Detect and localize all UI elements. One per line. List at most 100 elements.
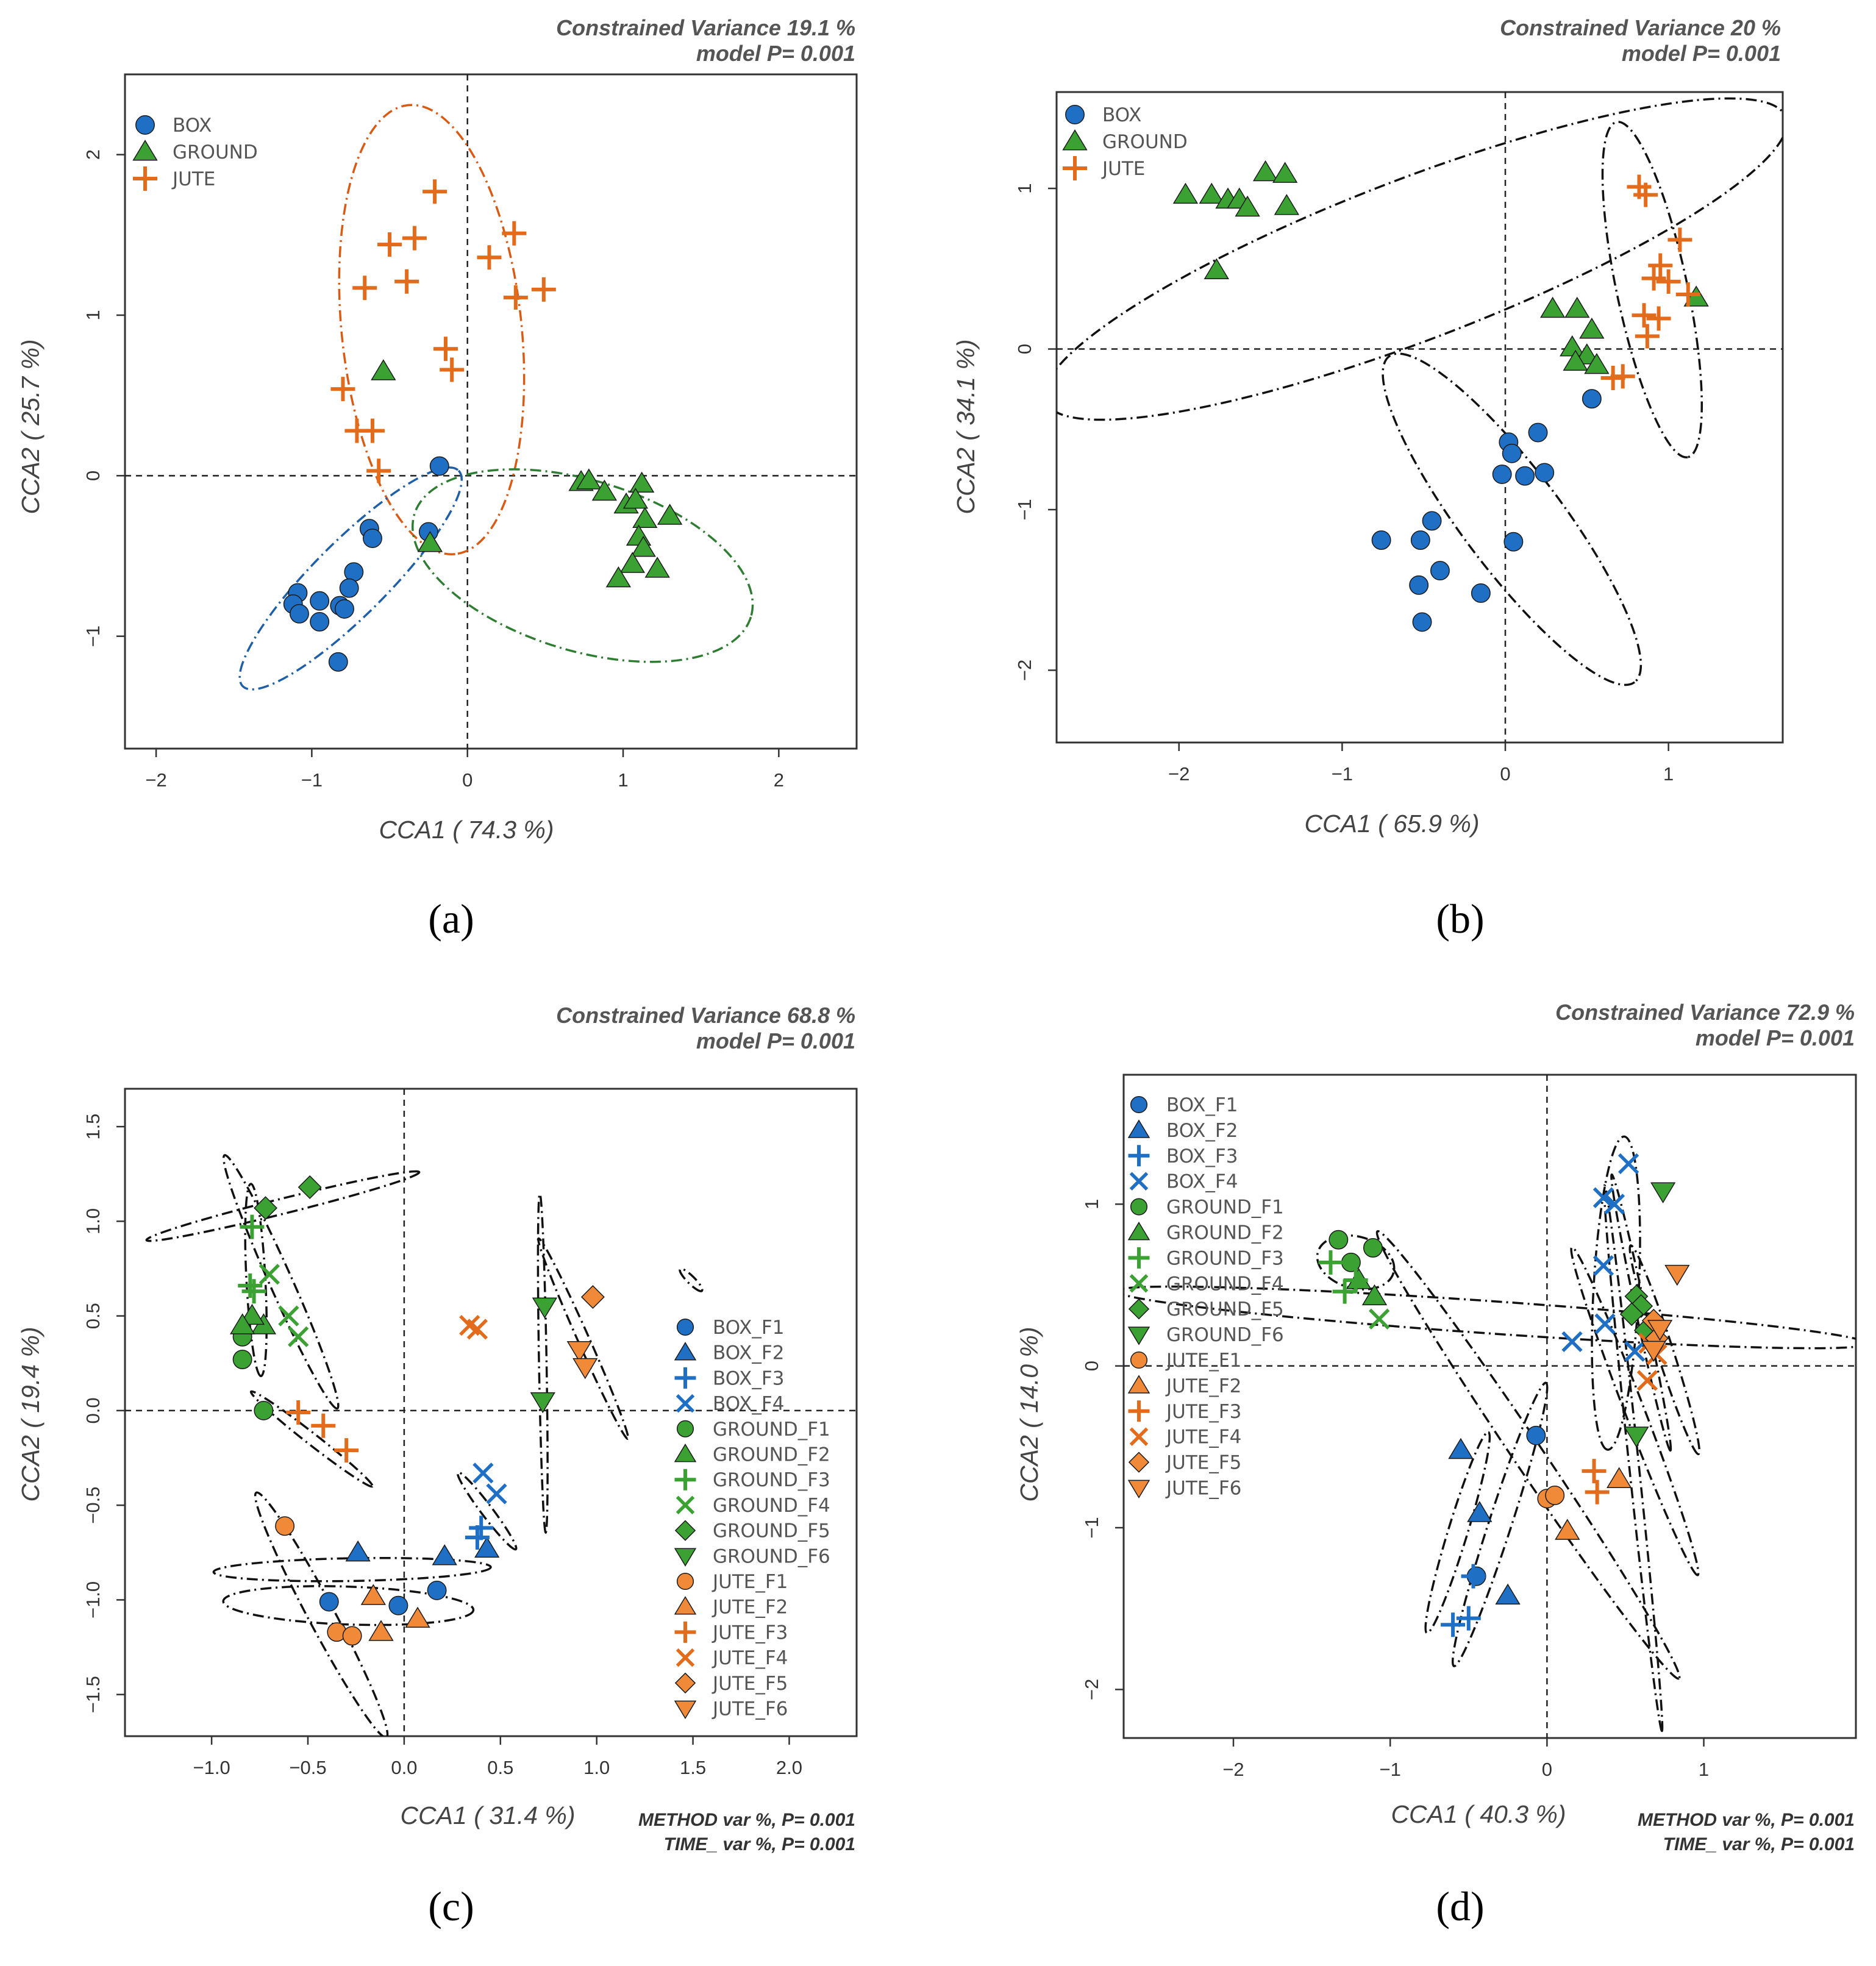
point-jute-f4 bbox=[1636, 1370, 1658, 1391]
legend-label-ground-f6: GROUND_F6 bbox=[713, 1545, 830, 1567]
legend-label-ground-f4: GROUND_F4 bbox=[713, 1495, 830, 1517]
point-box bbox=[1471, 583, 1491, 603]
point-ground bbox=[1252, 160, 1279, 182]
legend-label-jute-f2: JUTE_F2 bbox=[1165, 1375, 1241, 1397]
legend-label-box-f1: BOX_F1 bbox=[1166, 1094, 1238, 1116]
point-ground-f1 bbox=[232, 1350, 252, 1370]
constrained-variance-label: Constrained Variance 72.9 % bbox=[1555, 1000, 1855, 1025]
legend-marker-jute-f2 bbox=[674, 1596, 697, 1615]
point-jute bbox=[502, 221, 527, 246]
point-ground-f1 bbox=[1363, 1238, 1383, 1258]
legend-marker-ground-f1 bbox=[1130, 1198, 1148, 1216]
legend-label-ground-f3: GROUND_F3 bbox=[1166, 1247, 1284, 1269]
point-jute-f2 bbox=[1555, 1519, 1580, 1540]
point-ground-f4 bbox=[278, 1305, 299, 1327]
legend-marker-box bbox=[135, 115, 155, 135]
point-box-f3 bbox=[465, 1525, 490, 1550]
plot-frame bbox=[1122, 1074, 1857, 1739]
y-axis-label: CCA2 ( 34.1 %) bbox=[952, 339, 980, 514]
y-tick-label: −2 bbox=[1014, 660, 1035, 681]
point-jute bbox=[1641, 266, 1666, 291]
x-tick-label: 0 bbox=[1500, 763, 1510, 785]
x-axis-label: CCA1 ( 40.3 %) bbox=[1391, 1800, 1566, 1828]
x-axis-label: CCA1 ( 31.4 %) bbox=[400, 1801, 575, 1829]
panel-caption: (c) bbox=[428, 1883, 474, 1929]
x-tick-label: −1 bbox=[1332, 763, 1353, 785]
legend-label-box-f3: BOX_F3 bbox=[1166, 1145, 1238, 1167]
point-ground-f5 bbox=[254, 1196, 277, 1220]
y-tick-label: −1 bbox=[1081, 1517, 1102, 1538]
legend-marker-box-f3 bbox=[1128, 1145, 1150, 1167]
point-jute-f6 bbox=[1664, 1264, 1690, 1286]
legend-label-ground-f3: GROUND_F3 bbox=[713, 1469, 830, 1491]
point-ground-f5 bbox=[1629, 1294, 1653, 1318]
legend-label-box-f3: BOX_F3 bbox=[713, 1367, 784, 1389]
legend-marker-ground-f6 bbox=[1127, 1327, 1150, 1345]
point-box-f4 bbox=[1603, 1194, 1625, 1215]
legend-marker-jute-f5 bbox=[674, 1672, 696, 1694]
point-box-f4 bbox=[1624, 1341, 1646, 1362]
point-jute bbox=[330, 377, 355, 402]
confidence-ellipse bbox=[249, 1390, 374, 1488]
point-jute-f6 bbox=[572, 1358, 598, 1380]
point-ground-f5 bbox=[298, 1175, 322, 1199]
y-axis-label: CCA2 ( 25.7 %) bbox=[16, 339, 45, 514]
point-box bbox=[1371, 530, 1391, 550]
point-ground-f6 bbox=[530, 1392, 555, 1414]
point-box bbox=[1528, 422, 1548, 443]
confidence-ellipse bbox=[223, 1154, 340, 1410]
point-box-f4 bbox=[1592, 1255, 1614, 1277]
legend-marker-ground bbox=[132, 140, 158, 161]
point-ground-f3 bbox=[240, 1214, 265, 1239]
confidence-ellipse-box bbox=[238, 466, 463, 691]
point-ground bbox=[629, 471, 655, 493]
point-ground bbox=[619, 552, 645, 573]
point-jute bbox=[352, 276, 377, 301]
confidence-ellipse-box bbox=[1382, 352, 1642, 686]
x-tick-label: −1 bbox=[1380, 1759, 1401, 1780]
legend-marker-ground-f3 bbox=[1128, 1247, 1150, 1269]
point-box-f2 bbox=[1467, 1501, 1493, 1522]
point-jute bbox=[1648, 253, 1673, 278]
x-tick-label: 1 bbox=[1663, 763, 1674, 785]
point-jute bbox=[1675, 282, 1700, 307]
point-ground-f6 bbox=[1624, 1426, 1649, 1448]
point-box-f4 bbox=[1594, 1313, 1616, 1334]
y-tick-label: −0.5 bbox=[82, 1487, 104, 1524]
legend-marker-jute-f4 bbox=[1129, 1427, 1149, 1446]
legend-label-jute-f2: JUTE_F2 bbox=[712, 1597, 788, 1619]
point-ground-f2 bbox=[239, 1303, 265, 1325]
point-box-f1 bbox=[427, 1580, 447, 1600]
point-ground bbox=[1235, 195, 1260, 217]
point-ground-f3 bbox=[241, 1279, 266, 1304]
y-tick-label: −1 bbox=[1014, 499, 1035, 520]
point-jute bbox=[402, 226, 427, 251]
confidence-ellipse bbox=[1424, 1431, 1491, 1634]
panel-a: −2 −1 0 1 2 −1 0 1 2 BOX GROUND JUTE Constrained Var… bbox=[16, 15, 858, 942]
point-box bbox=[344, 562, 364, 582]
legend-marker-jute-f3 bbox=[1128, 1400, 1150, 1422]
y-tick-label: −1 bbox=[82, 625, 104, 647]
y-tick-label: 1 bbox=[82, 310, 104, 320]
legend-marker-box-f4 bbox=[1129, 1172, 1149, 1191]
confidence-ellipse-ground bbox=[411, 468, 754, 663]
point-ground-f3 bbox=[238, 1273, 263, 1298]
point-ground-f4 bbox=[1369, 1308, 1390, 1330]
point-ground bbox=[1574, 343, 1600, 365]
point-jute-f6 bbox=[1641, 1341, 1666, 1362]
y-axis-label: CCA2 ( 14.0 %) bbox=[1015, 1327, 1043, 1501]
x-tick-label: 1 bbox=[1699, 1759, 1709, 1780]
y-tick-label: −2 bbox=[1081, 1679, 1102, 1700]
point-box bbox=[310, 591, 330, 611]
legend-marker-jute-f4 bbox=[676, 1648, 695, 1667]
legend-label-jute-f3: JUTE_F3 bbox=[1165, 1401, 1241, 1423]
constrained-variance-label: Constrained Variance 68.8 % bbox=[556, 1003, 855, 1028]
legend-marker-ground-f4 bbox=[676, 1495, 695, 1515]
point-box bbox=[429, 456, 449, 476]
legend-label-jute-f4: JUTE_F4 bbox=[1165, 1426, 1241, 1448]
point-ground bbox=[622, 487, 649, 509]
x-tick-label: 2 bbox=[774, 769, 784, 791]
point-jute-f1 bbox=[275, 1516, 295, 1536]
legend-marker-jute-f1 bbox=[1130, 1351, 1148, 1369]
point-ground-f2 bbox=[229, 1313, 255, 1334]
